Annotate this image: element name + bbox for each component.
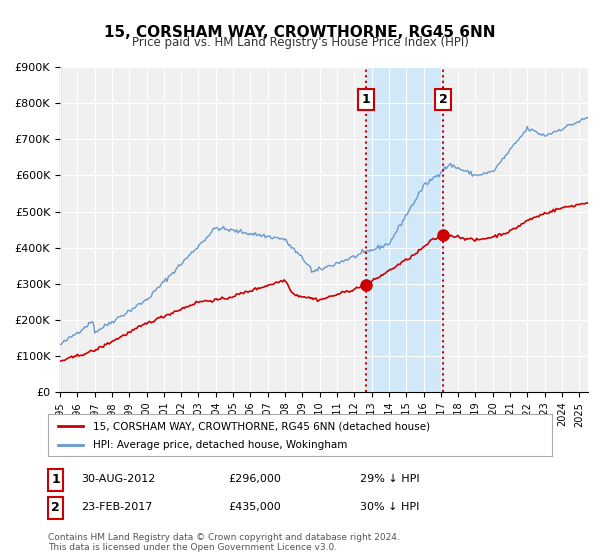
Text: £296,000: £296,000 (228, 474, 281, 484)
Text: 1: 1 (51, 473, 60, 487)
Text: 30-AUG-2012: 30-AUG-2012 (81, 474, 155, 484)
Text: 30% ↓ HPI: 30% ↓ HPI (360, 502, 419, 512)
Text: 15, CORSHAM WAY, CROWTHORNE, RG45 6NN (detached house): 15, CORSHAM WAY, CROWTHORNE, RG45 6NN (d… (94, 421, 430, 431)
Text: 23-FEB-2017: 23-FEB-2017 (81, 502, 152, 512)
Text: 2: 2 (51, 501, 60, 515)
Bar (366, 67, 443, 392)
Text: 1: 1 (361, 93, 370, 106)
Text: HPI: Average price, detached house, Wokingham: HPI: Average price, detached house, Woki… (94, 440, 348, 450)
Text: Price paid vs. HM Land Registry's House Price Index (HPI): Price paid vs. HM Land Registry's House … (131, 36, 469, 49)
Text: 15, CORSHAM WAY, CROWTHORNE, RG45 6NN: 15, CORSHAM WAY, CROWTHORNE, RG45 6NN (104, 25, 496, 40)
Text: This data is licensed under the Open Government Licence v3.0.: This data is licensed under the Open Gov… (48, 543, 337, 552)
Text: 2: 2 (439, 93, 448, 106)
Text: Contains HM Land Registry data © Crown copyright and database right 2024.: Contains HM Land Registry data © Crown c… (48, 533, 400, 542)
Text: £435,000: £435,000 (228, 502, 281, 512)
Text: 29% ↓ HPI: 29% ↓ HPI (360, 474, 419, 484)
